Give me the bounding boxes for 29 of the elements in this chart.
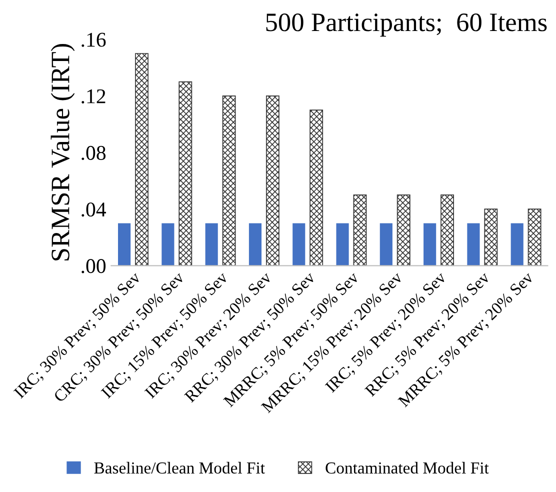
bar — [266, 96, 280, 266]
bar — [380, 223, 392, 266]
legend-label: Contaminated Model Fit — [326, 462, 489, 474]
bar — [353, 194, 367, 266]
y-tick-label: .16 — [82, 32, 106, 47]
bar — [222, 96, 236, 266]
bar — [178, 81, 192, 266]
y-axis-title: SRMSR Value (IRT) — [50, 44, 75, 260]
bar — [396, 194, 410, 266]
bar — [510, 223, 524, 266]
y-tick-label: .00 — [82, 259, 106, 274]
bar — [118, 223, 131, 266]
bar — [528, 208, 542, 266]
bar — [336, 223, 349, 266]
bar — [484, 208, 498, 266]
y-tick-label: .12 — [82, 89, 106, 104]
bar — [248, 223, 262, 266]
y-tick-label: .04 — [82, 202, 106, 217]
bar — [467, 223, 480, 266]
bar — [205, 223, 218, 266]
chart-title: 500 Participants; 60 Items — [266, 13, 547, 37]
bar — [162, 223, 174, 266]
y-tick-label: .08 — [82, 146, 106, 160]
bar — [292, 223, 306, 266]
bar — [424, 223, 436, 266]
bar — [440, 194, 454, 266]
legend-label: Baseline/Clean Model Fit — [94, 462, 265, 474]
bar — [135, 53, 148, 266]
bar — [310, 110, 324, 266]
